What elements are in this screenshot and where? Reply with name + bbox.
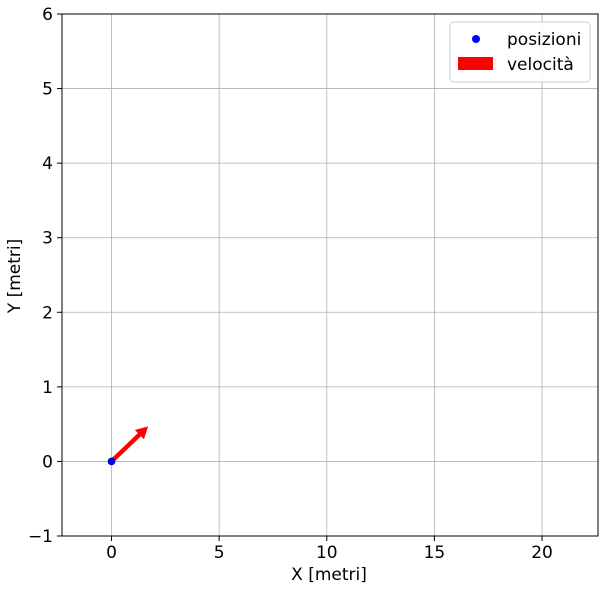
x-axis-label: X [metri] <box>291 565 367 585</box>
y-tick-label: 0 <box>42 452 53 472</box>
y-axis-ticks: −1 0 1 2 3 4 5 6 <box>28 5 62 547</box>
x-tick-label: 0 <box>106 543 117 563</box>
x-tick-label: 10 <box>316 543 338 563</box>
position-point <box>107 457 116 466</box>
y-tick-label: 6 <box>42 5 53 25</box>
legend-label-velocita: velocità <box>507 55 574 75</box>
x-axis-ticks: 0 5 10 15 20 <box>106 536 553 563</box>
grid-lines <box>62 13 598 537</box>
y-tick-label: 4 <box>42 154 53 174</box>
plot-frame <box>61 13 599 537</box>
legend: posizioni velocità <box>449 21 591 83</box>
x-tick-label: 15 <box>424 543 446 563</box>
x-tick-label: 20 <box>531 543 553 563</box>
y-tick-label: 3 <box>42 229 53 249</box>
legend-marker-velocita <box>458 57 493 70</box>
x-tick-label: 5 <box>214 543 225 563</box>
y-tick-label: 2 <box>42 303 53 323</box>
y-axis-label: Y [metri] <box>5 239 25 314</box>
velocity-arrow <box>110 426 149 463</box>
data-marks <box>107 426 149 466</box>
y-tick-label: −1 <box>28 527 53 547</box>
legend-label-posizioni: posizioni <box>507 30 581 50</box>
legend-marker-posizioni <box>472 35 480 43</box>
y-tick-label: 5 <box>42 80 53 100</box>
y-tick-label: 1 <box>42 378 53 398</box>
